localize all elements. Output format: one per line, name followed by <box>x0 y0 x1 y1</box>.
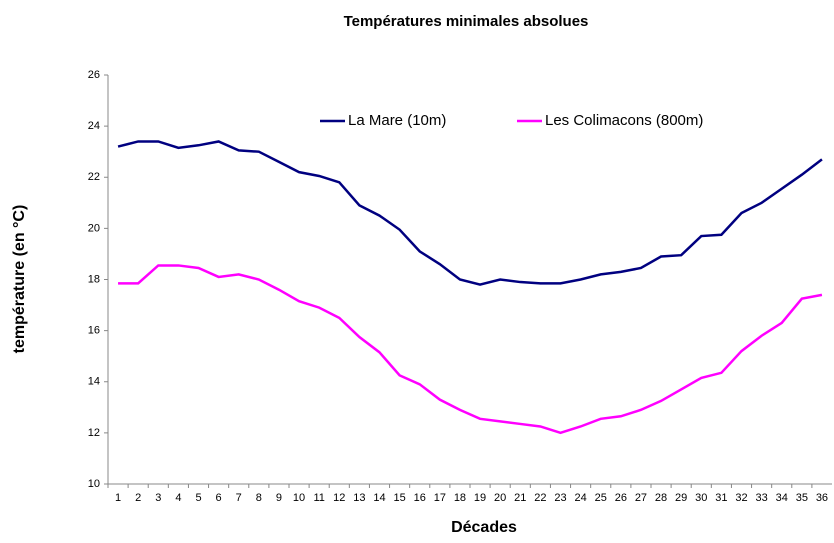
chart-title: Températures minimales absolues <box>344 13 589 30</box>
y-tick-label: 26 <box>88 69 100 81</box>
x-tick-label: 25 <box>595 492 607 504</box>
y-tick-label: 24 <box>88 120 100 132</box>
y-tick-label: 20 <box>88 222 100 234</box>
x-tick-label: 7 <box>236 492 242 504</box>
x-tick-label: 24 <box>574 492 586 504</box>
y-axis-title: température (en °C) <box>11 205 28 354</box>
x-tick-label: 19 <box>474 492 486 504</box>
x-tick-label: 10 <box>293 492 305 504</box>
x-tick-label: 33 <box>755 492 767 504</box>
x-tick-label: 34 <box>776 492 788 504</box>
series-line <box>117 140 823 286</box>
x-tick-label: 32 <box>735 492 747 504</box>
x-tick-label: 6 <box>216 492 222 504</box>
y-tick-label: 22 <box>88 171 100 183</box>
x-tick-label: 4 <box>175 492 181 504</box>
x-tick-label: 30 <box>695 492 707 504</box>
y-tick-label: 10 <box>88 478 100 490</box>
x-tick-label: 16 <box>414 492 426 504</box>
y-tick-label: 12 <box>88 427 100 439</box>
x-tick-label: 14 <box>373 492 385 504</box>
x-tick-label: 1 <box>115 492 121 504</box>
x-tick-label: 35 <box>796 492 808 504</box>
x-axis-title: Décades <box>451 519 517 536</box>
x-tick-label: 23 <box>554 492 566 504</box>
x-tick-label: 15 <box>393 492 405 504</box>
x-tick-label: 8 <box>256 492 262 504</box>
y-tick-label: 14 <box>88 376 100 388</box>
x-tick-label: 29 <box>675 492 687 504</box>
series-line <box>118 264 823 435</box>
x-tick-label: 26 <box>615 492 627 504</box>
x-tick-label: 22 <box>534 492 546 504</box>
x-tick-label: 18 <box>454 492 466 504</box>
x-tick-label: 12 <box>333 492 345 504</box>
x-tick-label: 31 <box>715 492 727 504</box>
x-tick-label: 11 <box>313 492 324 504</box>
x-tick-label: 5 <box>195 492 201 504</box>
legend-label: Les Colimacons (800m) <box>545 112 703 129</box>
x-tick-label: 21 <box>514 492 526 504</box>
x-tick-label: 2 <box>135 492 141 504</box>
legend-label: La Mare (10m) <box>348 112 446 129</box>
y-tick-label: 18 <box>88 273 100 285</box>
x-tick-label: 3 <box>155 492 161 504</box>
x-tick-label: 28 <box>655 492 667 504</box>
x-tick-label: 17 <box>434 492 446 504</box>
x-tick-label: 20 <box>494 492 506 504</box>
x-tick-label: 9 <box>276 492 282 504</box>
x-tick-label: 27 <box>635 492 647 504</box>
y-tick-label: 16 <box>88 325 100 337</box>
x-tick-label: 36 <box>816 492 828 504</box>
x-tick-label: 13 <box>353 492 365 504</box>
